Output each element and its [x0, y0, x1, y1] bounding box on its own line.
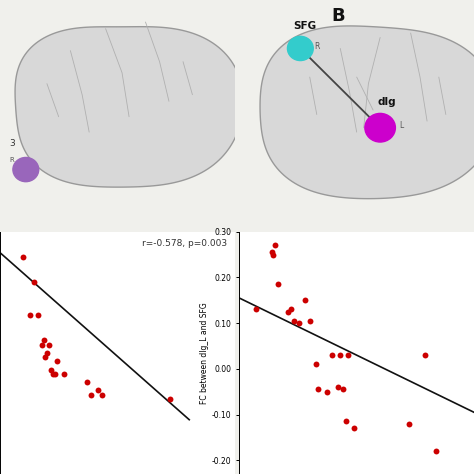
Text: dlg: dlg	[378, 97, 396, 107]
Point	[27, 311, 34, 319]
Point	[328, 351, 336, 359]
Polygon shape	[260, 26, 474, 199]
Point	[421, 351, 428, 359]
Point	[274, 281, 282, 288]
Point	[268, 248, 276, 256]
Point	[49, 370, 57, 378]
Point	[87, 391, 95, 399]
Point	[345, 351, 352, 359]
Point	[342, 418, 349, 425]
Point	[46, 341, 53, 348]
Point	[323, 388, 330, 395]
Point	[53, 357, 61, 365]
Point	[315, 386, 322, 393]
Point	[166, 395, 174, 402]
Text: B: B	[331, 7, 345, 25]
Point	[47, 366, 55, 374]
Point	[307, 317, 314, 325]
Point	[337, 351, 344, 359]
Text: R: R	[9, 157, 14, 163]
Point	[301, 297, 309, 304]
Point	[40, 337, 47, 344]
Point	[432, 447, 439, 455]
Point	[296, 319, 303, 327]
Point	[99, 391, 106, 399]
Point	[30, 278, 38, 286]
Circle shape	[13, 157, 39, 182]
Circle shape	[287, 36, 313, 61]
Circle shape	[365, 113, 395, 142]
Text: R: R	[314, 42, 320, 51]
Point	[51, 370, 59, 378]
Point	[83, 378, 91, 386]
Point	[44, 349, 51, 356]
Point	[38, 341, 46, 348]
Text: 3: 3	[9, 138, 15, 147]
Polygon shape	[15, 27, 243, 187]
Y-axis label: FC between dlg_L and SFG: FC between dlg_L and SFG	[200, 302, 209, 404]
Point	[334, 383, 341, 391]
Point	[290, 317, 298, 325]
Point	[61, 370, 68, 378]
Text: r=-0.578, p=0.003: r=-0.578, p=0.003	[143, 239, 228, 248]
Text: SFG: SFG	[293, 21, 317, 31]
Point	[285, 308, 292, 316]
Point	[339, 386, 347, 393]
Point	[287, 306, 295, 313]
Point	[405, 420, 412, 428]
Point	[312, 361, 319, 368]
Point	[252, 306, 259, 313]
Text: L: L	[399, 121, 403, 130]
Point	[269, 251, 277, 258]
Point	[19, 253, 27, 261]
Point	[350, 425, 358, 432]
Point	[95, 387, 102, 394]
Point	[42, 353, 49, 361]
Point	[271, 242, 279, 249]
Point	[34, 311, 42, 319]
